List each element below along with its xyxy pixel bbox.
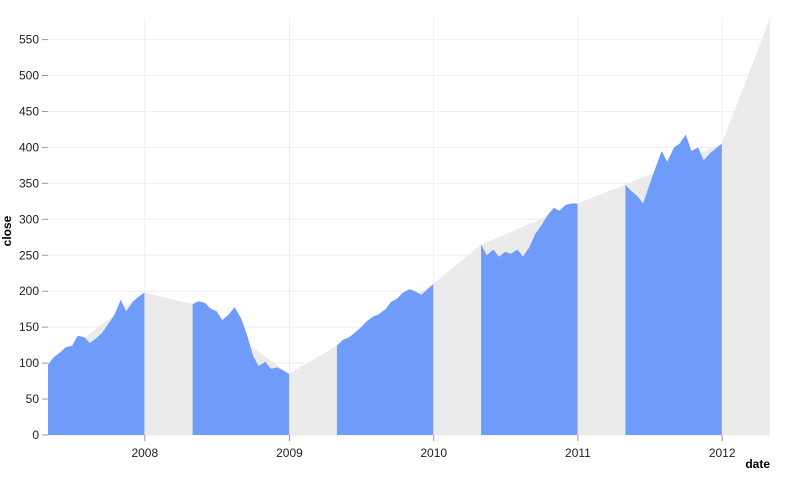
- y-tick-label: 250: [19, 248, 39, 262]
- y-tick-label: 150: [19, 320, 39, 334]
- series-area-4: [481, 203, 578, 435]
- series-area-3: [336, 284, 434, 435]
- y-axis-ticks: 0 50 100 150 200 250 300 350 400 450 500 550: [19, 33, 48, 442]
- y-tick-label: 100: [19, 356, 39, 370]
- x-tick-label: 2008: [131, 446, 158, 460]
- y-tick-label: 50: [26, 392, 40, 406]
- y-tick-label: 200: [19, 284, 39, 298]
- y-tick-label: 550: [19, 33, 39, 47]
- x-axis-title: date: [745, 457, 770, 471]
- series-area-5: [625, 134, 722, 435]
- series-areas: [48, 134, 722, 435]
- series-area-2: [192, 301, 290, 435]
- x-tick-label: 2009: [276, 446, 303, 460]
- x-tick-label: 2011: [565, 446, 591, 460]
- y-tick-label: 0: [32, 428, 39, 442]
- series-area-1: [48, 292, 145, 435]
- y-axis-title: close: [0, 215, 14, 246]
- y-tick-label: 350: [19, 176, 39, 190]
- x-tick-label: 2012: [709, 446, 736, 460]
- y-tick-label: 400: [19, 140, 39, 154]
- y-tick-label: 500: [19, 69, 39, 83]
- y-tick-label: 450: [19, 104, 39, 118]
- y-tick-label: 300: [19, 212, 39, 226]
- x-tick-label: 2010: [420, 446, 447, 460]
- x-axis-ticks: 2008 2009 2010 2011 2012: [131, 435, 736, 460]
